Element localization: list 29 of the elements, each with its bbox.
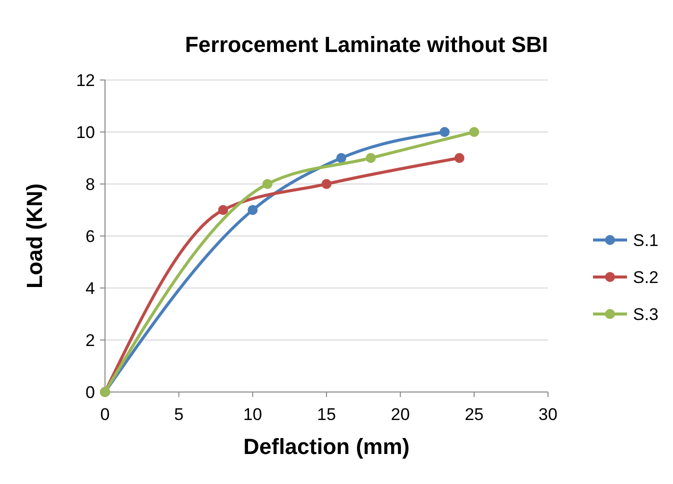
y-axis-title: Load (KN): [22, 183, 47, 289]
point: [322, 179, 332, 189]
point: [469, 127, 480, 137]
y-tick-label: 8: [86, 175, 95, 194]
y-tick-label: 12: [76, 71, 95, 90]
x-tick-label: 30: [538, 405, 558, 424]
point: [248, 205, 258, 215]
point: [262, 179, 272, 189]
point: [218, 205, 228, 215]
x-tick-label: 0: [100, 405, 110, 424]
legend-label: S.1: [633, 231, 659, 250]
y-tick-label: 6: [86, 227, 95, 246]
y-tick-label: 10: [76, 123, 95, 142]
x-tick-label: 25: [464, 405, 484, 424]
point: [366, 153, 376, 163]
legend-label: S.3: [633, 305, 659, 324]
y-tick-label: 4: [86, 279, 95, 298]
x-tick-label: 15: [317, 405, 336, 424]
y-tick-label: 2: [86, 331, 95, 350]
point: [336, 153, 346, 163]
legend-label: S.2: [633, 268, 659, 287]
x-tick-label: 20: [390, 405, 410, 424]
point: [440, 127, 450, 137]
x-tick-label: 10: [243, 405, 262, 424]
point: [454, 153, 464, 163]
chart-title: Ferrocement Laminate without SBI: [184, 32, 548, 57]
x-axis-title: Deflaction (mm): [243, 434, 410, 459]
x-tick-label: 5: [174, 405, 184, 424]
y-tick-label: 0: [86, 383, 95, 402]
